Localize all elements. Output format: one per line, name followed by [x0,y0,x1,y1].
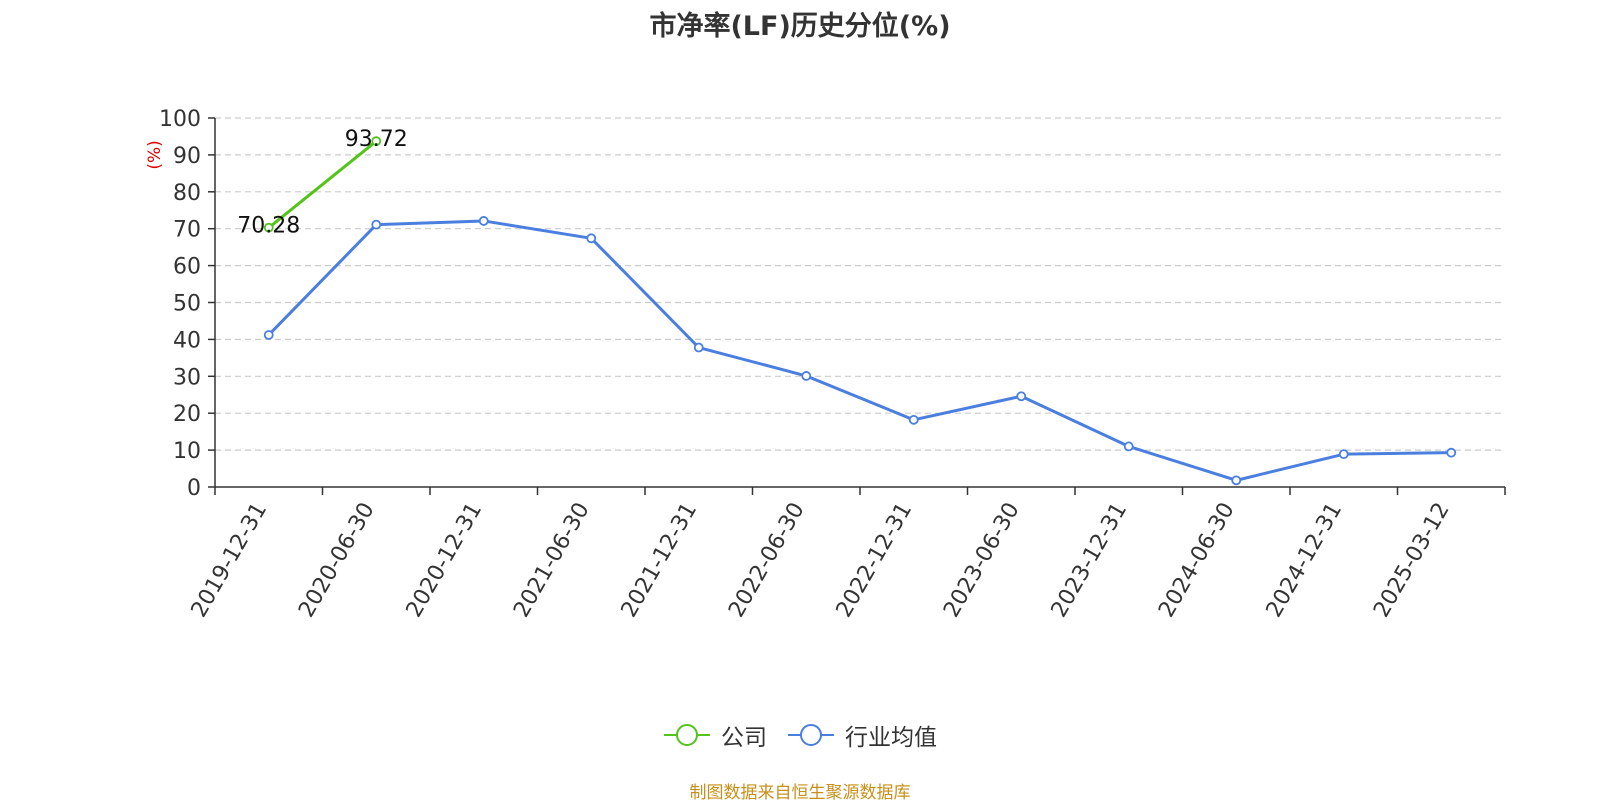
data-point [908,414,919,425]
y-tick-label: 20 [173,402,201,427]
y-tick-label: 10 [173,439,201,464]
data-point [801,371,812,381]
y-tick-label: 90 [173,144,201,169]
data-label: 70.28 [237,214,300,239]
data-point [1446,447,1457,458]
y-tick-label: 60 [173,255,201,280]
data-label: 93.72 [345,127,408,152]
y-tick-label: 70 [173,218,201,243]
x-tick-label: 2021-06-30 [509,499,595,622]
x-tick-label: 2022-12-31 [832,499,918,622]
x-tick-label: 2020-06-30 [294,499,380,622]
data-point [693,342,704,353]
data-point [371,219,382,230]
y-tick-label: 0 [187,476,201,501]
x-tick-label: 2025-03-12 [1369,499,1455,622]
data-point [263,330,274,340]
data-point [263,222,274,233]
source-note: 制图数据来自恒生聚源数据库 [689,783,911,803]
legend-marker-icon [788,724,834,746]
series-line [267,140,378,229]
data-point [371,136,382,147]
x-tick-label: 2019-12-31 [187,499,273,622]
x-tick-label: 2023-06-30 [939,499,1025,622]
y-axis-label: (%) [145,140,165,169]
x-tick-label: 2021-12-31 [617,499,703,622]
legend-label: 公司 [721,725,767,751]
y-tick-label: 40 [173,328,201,353]
data-point [1123,441,1134,452]
legend-label: 行业均值 [845,725,937,751]
x-tick-label: 2022-06-30 [724,499,810,622]
legend-item[interactable]: 行业均值 [787,718,937,752]
data-point [586,233,597,244]
y-tick-label: 100 [159,107,201,132]
data-point [1016,391,1027,402]
x-tick-label: 2024-12-31 [1262,499,1348,622]
x-tick-label: 2020-12-31 [402,499,488,622]
legend-item[interactable]: 公司 [663,718,767,752]
legend: 公司 行业均值 [0,718,1600,752]
data-labels: 70.28 93.72 [237,127,407,238]
chart-title: 市净率(LF)历史分位(%) [649,11,951,42]
data-point [1231,475,1242,486]
grid-lines [215,117,1505,451]
data-point [478,216,489,226]
legend-marker-icon [664,724,710,746]
y-tick-label: 80 [173,181,201,206]
series-lines [263,136,1457,486]
data-point [1338,449,1349,460]
x-tick-label: 2024-06-30 [1154,499,1240,622]
series-line [267,219,1452,482]
y-tick-label: 30 [173,365,201,390]
y-tick-label: 50 [173,292,201,317]
x-tick-label: 2023-12-31 [1047,499,1133,622]
